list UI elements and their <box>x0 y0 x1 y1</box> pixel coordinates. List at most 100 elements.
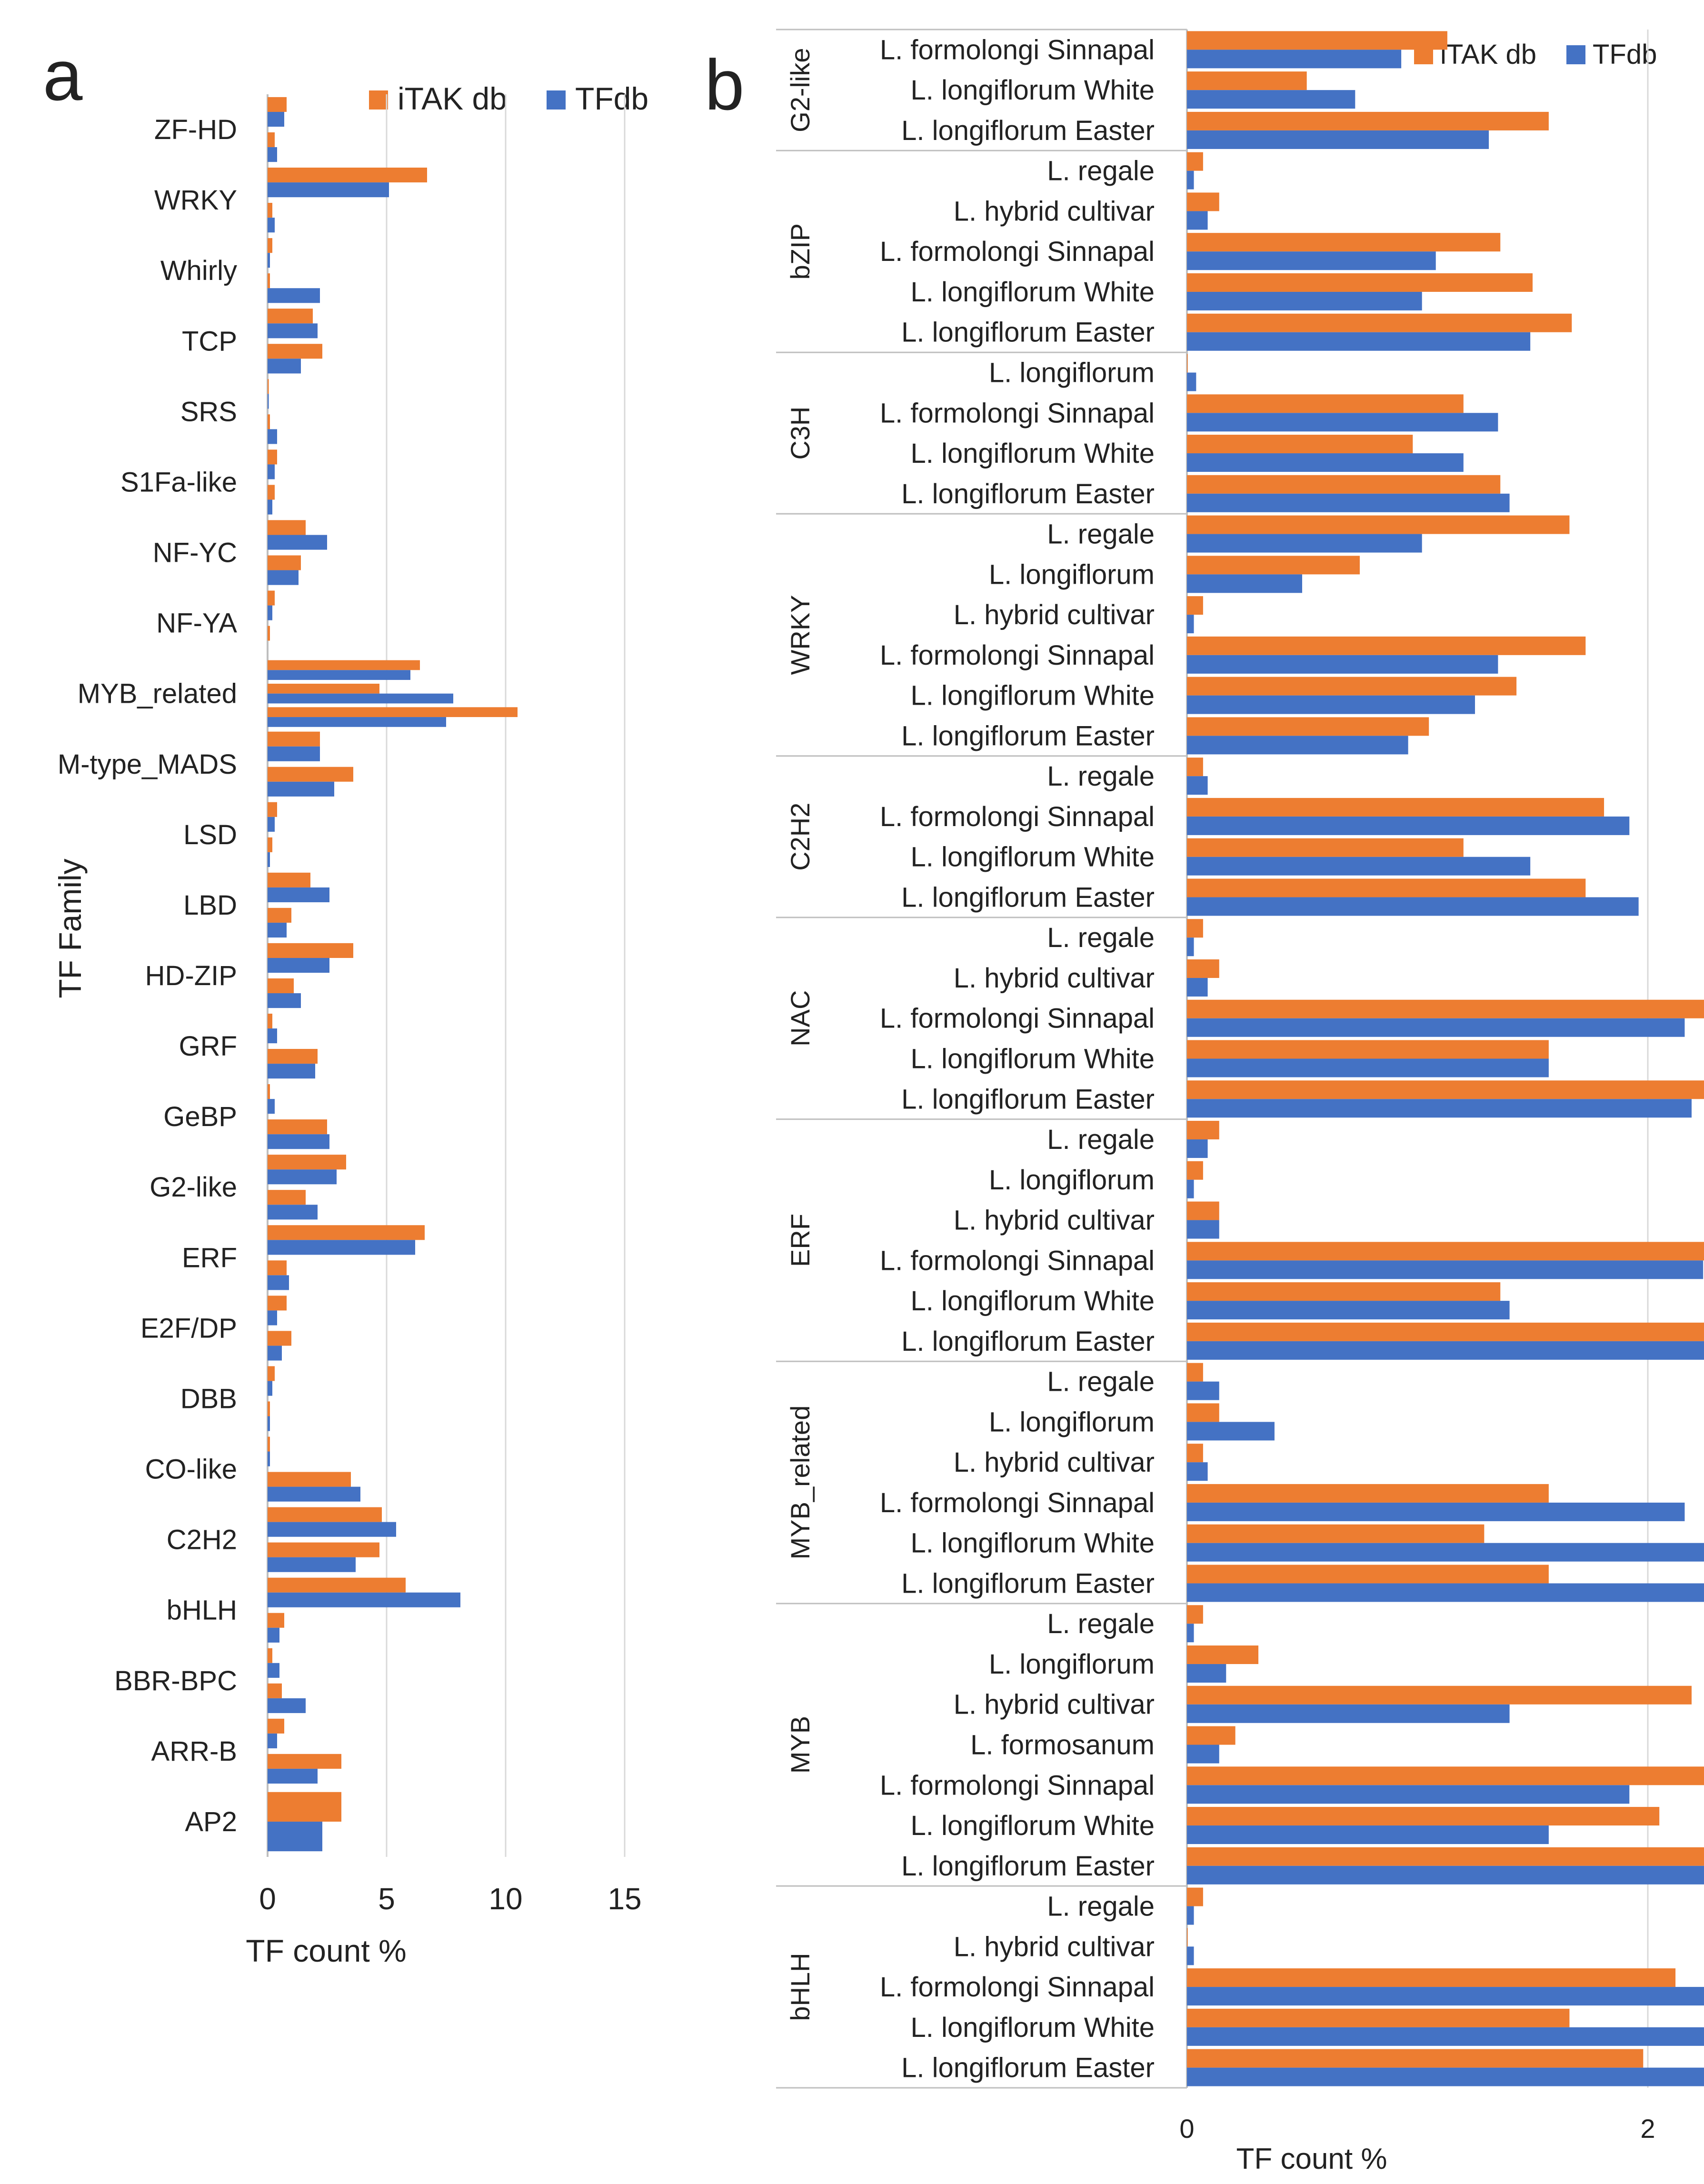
panel-a-bar-itak <box>268 485 275 500</box>
panel-b-bar-itak <box>1187 1968 1676 1987</box>
panel-b-bar-itak <box>1187 959 1219 978</box>
panel-a-bar-itak <box>268 802 277 817</box>
panel-a-bar-itak <box>268 872 310 888</box>
panel-a-bar-itak <box>268 1190 306 1205</box>
panel-b-bar-itak <box>1187 1121 1219 1140</box>
panel-b-bar-itak <box>1187 1645 1259 1664</box>
panel-b-bar-itak <box>1187 677 1517 696</box>
panel-b-bar-itak <box>1187 1484 1549 1503</box>
panel-a-bar-itak <box>268 520 306 535</box>
panel-a-bar-tfdb <box>268 1522 396 1537</box>
panel-b-bar-tfdb <box>1187 977 1208 997</box>
panel-a-bar-tfdb <box>268 1557 356 1572</box>
panel-a-bar-tfdb <box>268 570 299 585</box>
panel-a-category-label: NF-YC <box>153 538 237 568</box>
panel-a-bar-itak <box>268 590 275 606</box>
panel-b-bar-itak <box>1187 111 1549 130</box>
panel-b-row-label: L. longiflorum <box>989 1649 1155 1680</box>
panel-a-category-label: ARR-B <box>151 1736 237 1767</box>
panel-b-bar-itak <box>1187 1080 1704 1099</box>
panel-a-legend-itak-swatch <box>369 90 388 110</box>
panel-b-bar-tfdb <box>1187 1058 1549 1077</box>
panel-b-bar-itak <box>1187 1201 1219 1220</box>
panel-b-bar-tfdb <box>1187 534 1422 553</box>
panel-b-row-label: L. longiflorum Easter <box>901 1326 1155 1357</box>
panel-b-bar-itak <box>1187 2049 1644 2068</box>
panel-a-bar-itak <box>268 1049 318 1064</box>
panel-a-category-label: LBD <box>183 890 237 921</box>
panel-b-bar-tfdb <box>1187 1825 1549 1845</box>
panel-b-bar-itak <box>1187 1928 1188 1947</box>
panel-b-bar-tfdb <box>1187 1139 1208 1158</box>
panel-a-category-label: CO-like <box>145 1454 237 1485</box>
panel-a-bar-tfdb <box>268 1821 322 1852</box>
panel-a-bar-tfdb <box>268 1698 306 1713</box>
panel-b-bar-itak <box>1187 1726 1236 1745</box>
panel-b-row-label: L. longiflorum Easter <box>901 479 1155 509</box>
panel-a-bar-tfdb <box>268 887 329 902</box>
panel-b-bar-itak <box>1187 878 1586 898</box>
panel-a-letter: a <box>43 35 83 115</box>
panel-b-bar-itak <box>1187 1847 1704 1866</box>
panel-b-row-label: L. longiflorum White <box>910 842 1155 873</box>
panel-b-bar-tfdb <box>1187 1462 1208 1481</box>
panel-a-bar-tfdb <box>268 499 272 515</box>
panel-b-row-label: L. longiflorum White <box>910 1528 1155 1559</box>
panel-b-row-label: L. regale <box>1047 1608 1155 1639</box>
panel-b-row-label: L. hybrid cultivar <box>954 1205 1155 1236</box>
panel-a-bar-tfdb <box>268 1169 337 1185</box>
panel-b-bar-itak <box>1187 354 1188 373</box>
panel-b-bar-tfdb <box>1187 1260 1704 1279</box>
panel-a-bar-itak <box>268 203 272 218</box>
panel-b-row-label: L. regale <box>1047 1366 1155 1397</box>
panel-b-bar-itak <box>1187 1282 1501 1301</box>
panel-a-bar-itak <box>268 1792 341 1822</box>
panel-a-bar-tfdb <box>268 1663 279 1678</box>
panel-a-bar-itak <box>268 1401 270 1416</box>
panel-b-group-label: G2-like <box>785 48 815 132</box>
panel-b-row-label: L. hybrid cultivar <box>954 1931 1155 1962</box>
panel-b-bar-itak <box>1187 1565 1549 1584</box>
panel-b-x-tick-label: 0 <box>1179 2114 1194 2144</box>
panel-b-bar-itak <box>1187 1807 1660 1826</box>
panel-b-row-label: L. regale <box>1047 1124 1155 1155</box>
panel-b-bar-tfdb <box>1187 1422 1275 1441</box>
panel-a-x-axis-title: TF count % <box>246 1933 406 1968</box>
panel-b-bar-tfdb <box>1187 1179 1194 1198</box>
panel-a-y-axis-title: TF Family <box>52 858 88 998</box>
panel-b-row-label: L. longiflorum Easter <box>901 1084 1155 1115</box>
panel-a-category-label: DBB <box>180 1383 237 1414</box>
panel-b-row-label: L. longiflorum White <box>910 1810 1155 1841</box>
panel-a-bar-itak <box>268 683 379 694</box>
panel-b-bar-tfdb <box>1187 1543 1704 1562</box>
panel-b-bar-itak <box>1187 394 1464 413</box>
panel-a-bar-tfdb <box>268 1733 277 1748</box>
panel-b-bar-tfdb <box>1187 1502 1685 1521</box>
panel-b-bar-tfdb <box>1187 2027 1704 2046</box>
panel-b-row-label: L. formolongi Sinnapal <box>880 801 1155 832</box>
panel-b-bar-itak <box>1187 1685 1692 1705</box>
panel-b-bar-tfdb <box>1187 453 1464 472</box>
panel-a-bar-tfdb <box>268 670 410 680</box>
panel-b-bar-itak <box>1187 1161 1203 1180</box>
panel-b-row-label: L. longiflorum <box>989 559 1155 590</box>
panel-b-bar-tfdb <box>1187 1704 1510 1723</box>
panel-b-row-label: L. longiflorum White <box>910 277 1155 308</box>
panel-b-row-label: L. longiflorum <box>989 1165 1155 1196</box>
panel-a-bar-tfdb <box>268 1451 270 1466</box>
panel-b-bar-itak <box>1187 273 1533 292</box>
panel-a-bar-tfdb <box>268 1768 318 1784</box>
panel-a-bar-tfdb <box>268 852 270 867</box>
panel-a-category-label: ZF-HD <box>154 114 237 145</box>
panel-a-bar-tfdb <box>268 781 334 797</box>
panel-a-bar-itak <box>268 414 270 429</box>
panel-a-x-tick-label: 10 <box>488 1882 522 1916</box>
panel-b-row-label: L. formolongi Sinnapal <box>880 34 1155 65</box>
panel-b-row-label: L. regale <box>1047 922 1155 953</box>
panel-b-bar-tfdb <box>1187 937 1194 957</box>
panel-a-category-label: E2F/DP <box>140 1313 237 1344</box>
panel-a-bar-itak <box>268 1296 287 1311</box>
panel-b-bar-tfdb <box>1187 90 1355 109</box>
panel-b-group-label: bHLH <box>785 1953 815 2021</box>
panel-a-bar-itak <box>268 943 353 958</box>
